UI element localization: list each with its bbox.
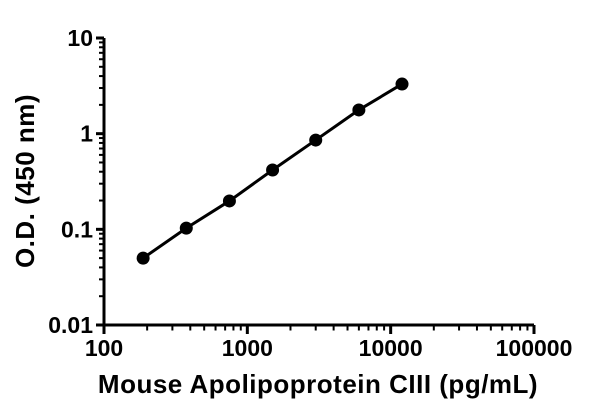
data-point [395,77,409,91]
data-point [222,194,236,208]
series-standard-curve [136,77,409,265]
axes: 100 1000 10000 100000 0.01 0.1 1 10 [48,25,572,361]
data-point [179,221,193,235]
y-axis-label: O.D. (450 nm) [10,94,40,268]
y-tick-label: 0.1 [61,216,93,242]
x-tick-label: 1000 [222,335,273,361]
data-point [136,251,150,265]
x-tick-label: 100000 [496,335,573,361]
x-tick-label: 10000 [359,335,423,361]
data-point [309,133,323,147]
y-tick-label: 1 [80,121,93,147]
x-tick-label: 100 [85,335,123,361]
x-axis-label: Mouse Apolipoprotein CIII (pg/mL) [98,369,538,399]
data-point [266,163,280,177]
data-point [352,103,366,117]
y-tick-label: 0.01 [48,312,93,338]
y-tick-label: 10 [67,25,93,51]
